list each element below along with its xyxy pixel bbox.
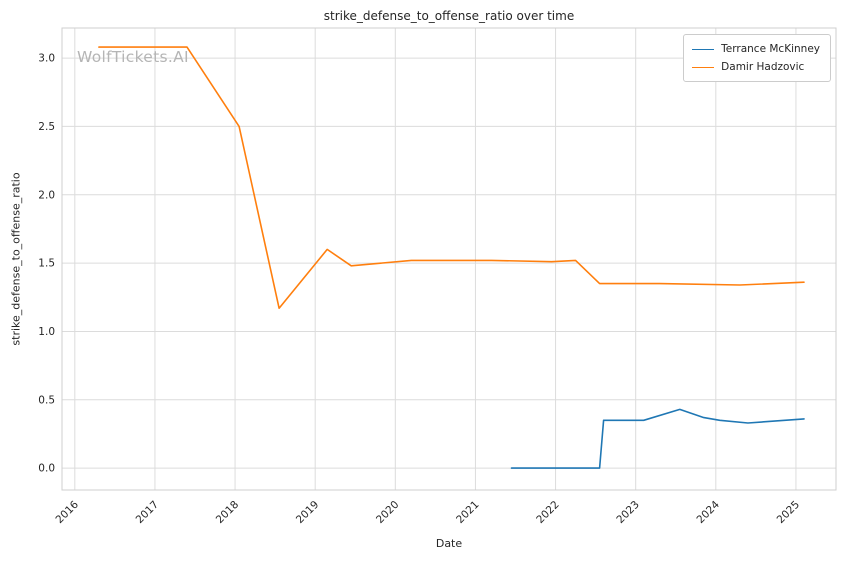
legend-item-terrance-mckinney: Terrance McKinney [692, 40, 820, 58]
x-axis-label: Date [435, 537, 463, 550]
y-tick-label: 3.0 [38, 53, 55, 65]
x-tick-label: 2016 [54, 498, 82, 526]
x-tick-label: 2021 [454, 499, 481, 526]
legend-line-sample-blue [692, 48, 715, 50]
chart-title: strike_defense_to_offense_ratio over tim… [323, 9, 575, 23]
x-tick-label: 2017 [134, 499, 161, 526]
legend-line-sample-orange [692, 66, 715, 68]
x-tick-label: 2023 [614, 499, 641, 526]
legend: Terrance McKinney Damir Hadzovic [683, 34, 831, 82]
x-tick-label: 2020 [374, 499, 401, 526]
y-tick-label: 0.5 [38, 394, 55, 406]
x-tick-label: 2025 [775, 499, 802, 526]
y-tick-label: 2.0 [38, 189, 55, 201]
y-tick-label: 0.0 [38, 463, 55, 475]
y-axis-label: strike_defense_to_offense_ratio [9, 172, 23, 346]
legend-label: Terrance McKinney [721, 43, 820, 55]
y-tick-label: 1.0 [38, 326, 55, 338]
y-tick-label: 2.5 [38, 121, 55, 133]
legend-label: Damir Hadzovic [721, 61, 805, 73]
x-tick-label: 2018 [214, 499, 241, 526]
series-line-damir-hadzovic [98, 46, 805, 310]
x-tick-label: 2024 [695, 498, 723, 526]
plot-border [61, 27, 837, 491]
legend-item-damir-hadzovic: Damir Hadzovic [692, 58, 820, 76]
y-tick-label: 1.5 [38, 258, 55, 270]
watermark: WolfTickets.AI [77, 48, 189, 66]
series-line-terrance-mckinney [510, 408, 805, 469]
x-tick-label: 2019 [294, 499, 321, 526]
x-tick-label: 2022 [534, 499, 561, 526]
